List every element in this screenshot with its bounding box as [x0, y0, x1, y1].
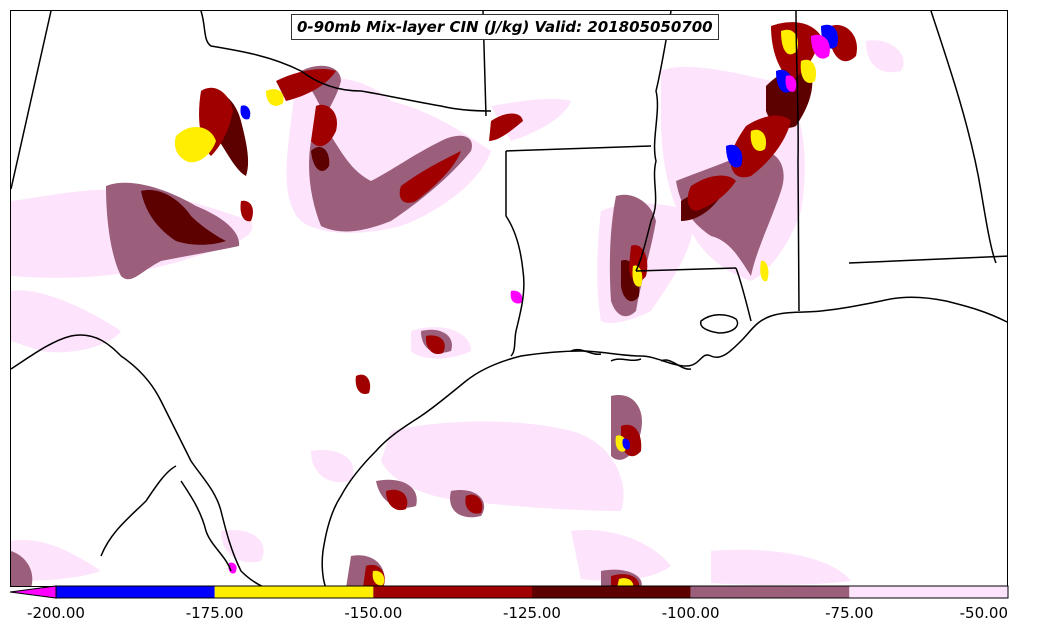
- colorbar-bin-3: [532, 586, 691, 598]
- colorbar-labels: -200.00 -175.00 -150.00 -125.00 -100.00 -75.0…: [27, 604, 1008, 622]
- colorbar-extend-triangle: [9, 585, 57, 599]
- boundary-mexico-interior: [100, 465, 177, 557]
- colorbar-tick-label-1: -175.00: [186, 604, 244, 622]
- boundary-arkansas-south: [505, 145, 652, 152]
- cin-contours-light: [11, 40, 904, 586]
- coastline-la-marsh: [570, 348, 692, 370]
- colorbar-tick-label-2: -150.00: [344, 604, 402, 622]
- boundary-la-ms: [735, 267, 752, 322]
- boundary-ms-al: [795, 11, 800, 312]
- boundary-texas-panhandle: [200, 11, 492, 112]
- colorbar: -200.00 -175.00 -150.00 -125.00 -100.00 -75.0…: [9, 585, 1009, 622]
- boundary-west-edge: [11, 11, 52, 190]
- boundary-lake-pontchartrain: [699, 314, 739, 334]
- colorbar-outline: [55, 585, 1009, 599]
- colorbar-tick-label-6: -50.00: [960, 604, 1008, 622]
- cin-contours-yellow: [174, 29, 817, 586]
- colorbar-bin-1: [214, 586, 374, 598]
- colorbar-bins: [56, 586, 1008, 598]
- colorbar-tick-label-4: -100.00: [662, 604, 720, 622]
- map-title: 0-90mb Mix-layer CIN (J/kg) Valid: 20180…: [291, 14, 719, 40]
- cin-map: [11, 11, 1007, 586]
- colorbar-bin-5: [849, 586, 1008, 598]
- colorbar-bin-0: [56, 586, 215, 598]
- boundary-mexico-rio-grande: [11, 334, 264, 586]
- colorbar-bin-2: [373, 586, 532, 598]
- colorbar-tick-label-5: -75.00: [825, 604, 873, 622]
- coastline-gulf: [321, 296, 1007, 586]
- boundary-al-ga: [930, 11, 997, 264]
- boundary-al-fl: [848, 255, 1007, 264]
- colorbar-tick-label-0: -200.00: [27, 604, 85, 622]
- boundary-tx-la-line: [505, 151, 525, 357]
- boundary-mexico-interior-2: [180, 480, 232, 572]
- colorbar-bin-4: [690, 586, 850, 598]
- boundary-la-north: [635, 267, 737, 272]
- state-boundaries: [11, 11, 1007, 586]
- boundary-mississippi-river: [635, 11, 672, 272]
- map-frame: [10, 10, 1008, 587]
- colorbar-tick-label-3: -125.00: [503, 604, 561, 622]
- cin-contours-magenta: [228, 34, 830, 574]
